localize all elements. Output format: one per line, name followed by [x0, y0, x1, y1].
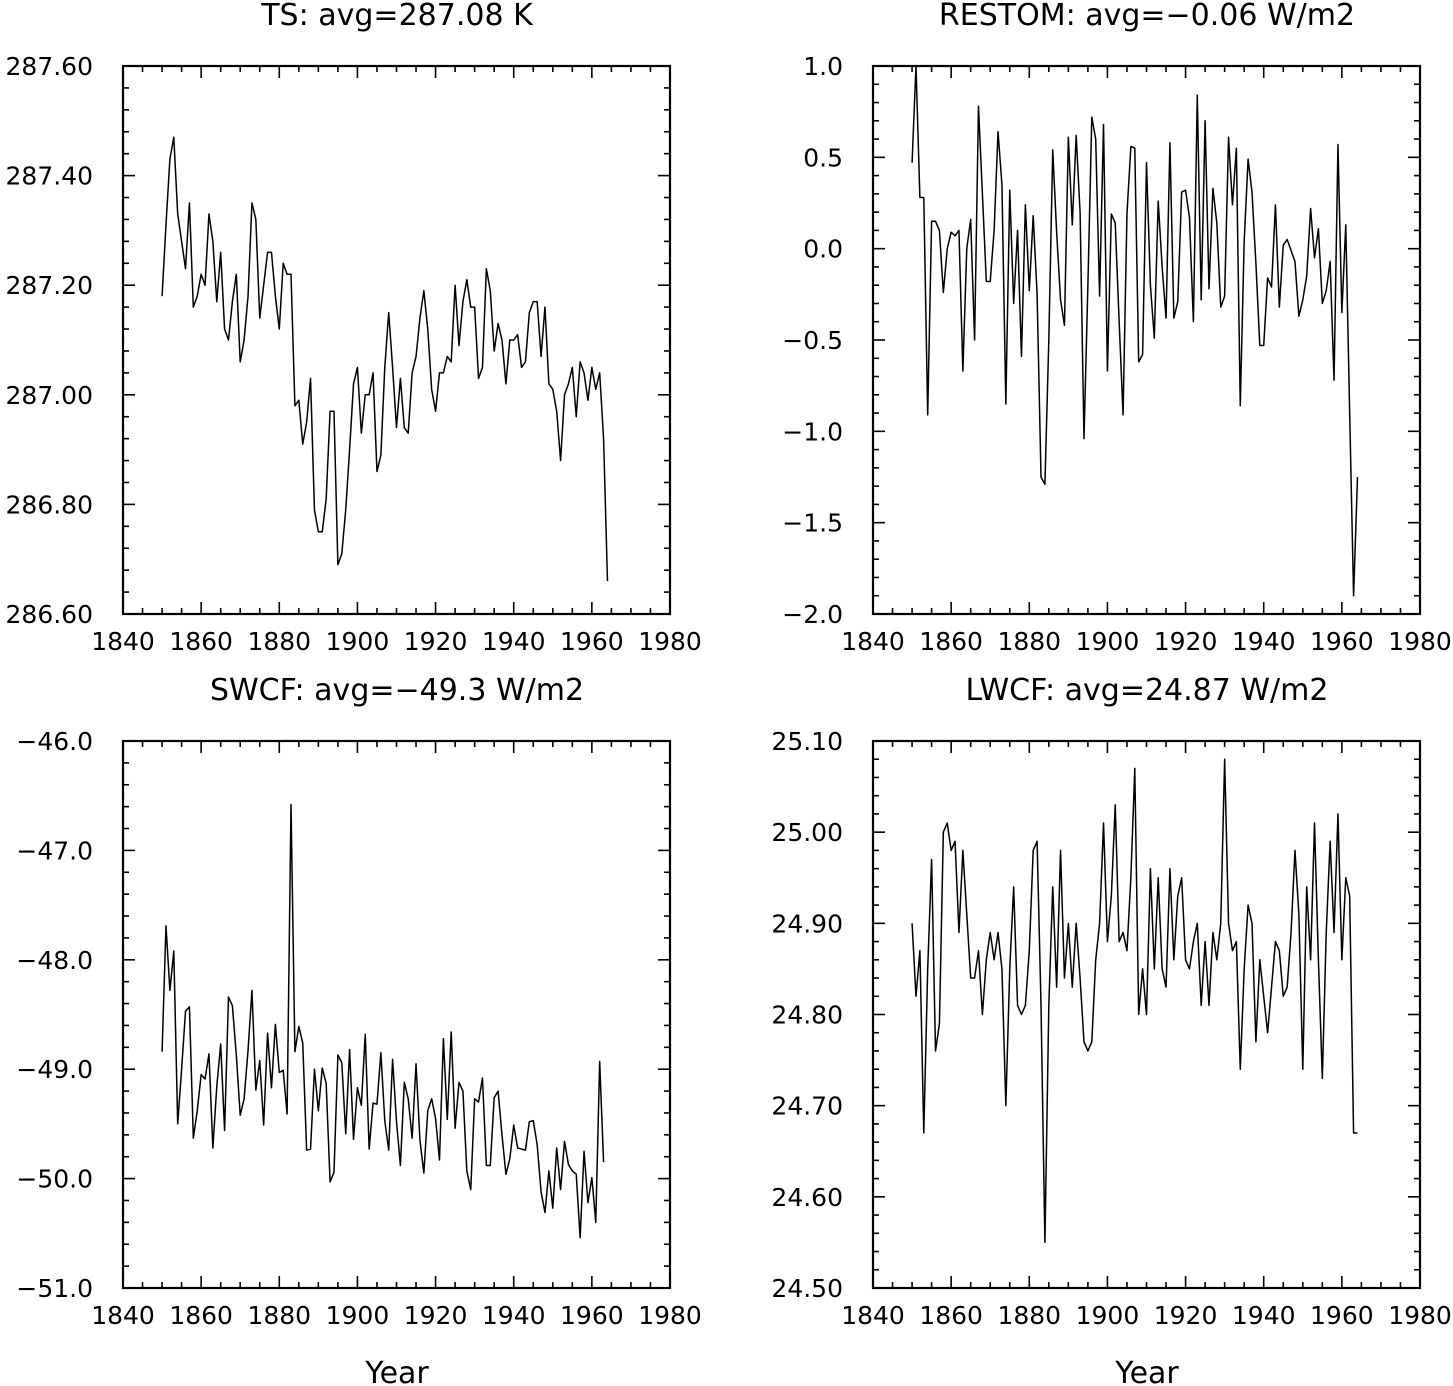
x-tick-label: 1880: [997, 627, 1061, 656]
plot-frame: [121, 64, 672, 616]
x-tick-label: 1860: [169, 627, 233, 656]
series-line: [911, 758, 1358, 1244]
x-tick-label: 1840: [841, 627, 905, 656]
y-tick-label: −0.5: [782, 326, 843, 355]
x-tick-label: 1860: [169, 1301, 233, 1330]
y-tick-label: −46.0: [16, 727, 93, 756]
x-tick-label: 1900: [1076, 627, 1140, 656]
y-tick-label: −50.0: [16, 1165, 93, 1194]
y-tick-label: 25.00: [771, 818, 843, 847]
x-tick-label: 1960: [560, 627, 624, 656]
x-tick-label: 1980: [1388, 1301, 1452, 1330]
y-tick-label: −51.0: [16, 1274, 93, 1303]
y-tick-label: 287.20: [6, 271, 93, 300]
y-tick-label: 0.5: [803, 143, 843, 172]
y-tick-label: −1.0: [782, 417, 843, 446]
x-tick-label: 1860: [919, 627, 983, 656]
x-tick-label: 1880: [997, 1301, 1061, 1330]
x-tick-label: 1900: [1076, 1301, 1140, 1330]
panel-title: RESTOM: avg=−0.06 W/m2: [939, 0, 1355, 33]
x-tick-label: 1900: [326, 1301, 390, 1330]
y-tick-label: 287.40: [6, 162, 93, 191]
y-tick-label: 24.70: [771, 1092, 843, 1121]
x-tick-label: 1980: [638, 1301, 702, 1330]
y-tick-label: 24.80: [771, 1001, 843, 1030]
series-line: [161, 136, 609, 582]
y-tick-label: 24.90: [771, 909, 843, 938]
y-tick-label: 287.00: [6, 381, 93, 410]
y-tick-label: −49.0: [16, 1055, 93, 1084]
x-tick-label: 1900: [326, 627, 390, 656]
y-tick-label: −47.0: [16, 836, 93, 865]
y-tick-label: 24.50: [771, 1274, 843, 1303]
panel-swcf: SWCF: avg=−49.3 W/m2 Year 1840 1860 1880 19…: [16, 673, 701, 1386]
series-line: [161, 803, 605, 1239]
x-axis-title: Year: [364, 1356, 429, 1386]
y-tick-label: 0.0: [803, 235, 843, 264]
y-tick-label: 286.80: [6, 490, 93, 519]
x-tick-label: 1880: [247, 1301, 311, 1330]
x-tick-label: 1840: [841, 1301, 905, 1330]
x-tick-label: 1940: [1232, 1301, 1296, 1330]
panel-title: TS: avg=287.08 K: [260, 0, 534, 33]
x-tick-label: 1840: [91, 627, 155, 656]
x-tick-label: 1920: [1154, 1301, 1218, 1330]
x-tick-label: 1880: [247, 627, 311, 656]
panel-title: SWCF: avg=−49.3 W/m2: [210, 673, 584, 708]
y-tick-label: 1.0: [803, 52, 843, 81]
x-tick-label: 1860: [919, 1301, 983, 1330]
y-tick-label: −1.5: [782, 509, 843, 538]
x-tick-label: 1920: [1154, 627, 1218, 656]
x-tick-label: 1940: [482, 627, 546, 656]
x-tick-label: 1940: [1232, 627, 1296, 656]
x-axis-title: Year: [1114, 1356, 1179, 1386]
x-tick-label: 1960: [1310, 627, 1374, 656]
y-tick-label: −2.0: [782, 600, 843, 629]
panel-ts: TS: avg=287.08 K 1840 1860 1880 1900 1920 194…: [6, 0, 702, 656]
panel-title: LWCF: avg=24.87 W/m2: [966, 673, 1329, 708]
x-tick-label: 1980: [638, 627, 702, 656]
panel-lwcf: LWCF: avg=24.87 W/m2 Year 1840 1860 1880 19…: [771, 673, 1451, 1386]
x-tick-label: 1940: [482, 1301, 546, 1330]
x-tick-label: 1960: [1310, 1301, 1374, 1330]
x-tick-label: 1920: [404, 1301, 468, 1330]
y-tick-label: 24.60: [771, 1183, 843, 1212]
x-tick-label: 1980: [1388, 627, 1452, 656]
x-tick-label: 1960: [560, 1301, 624, 1330]
y-tick-label: 286.60: [6, 600, 93, 629]
panel-restom: RESTOM: avg=−0.06 W/m2 1840 1860 1880 1900 1…: [782, 0, 1452, 656]
plot-frame: [121, 739, 672, 1290]
y-tick-label: 25.10: [771, 727, 843, 756]
x-tick-label: 1920: [404, 627, 468, 656]
y-tick-label: 287.60: [6, 52, 93, 81]
series-line: [911, 65, 1359, 597]
y-tick-label: −48.0: [16, 946, 93, 975]
x-tick-label: 1840: [91, 1301, 155, 1330]
